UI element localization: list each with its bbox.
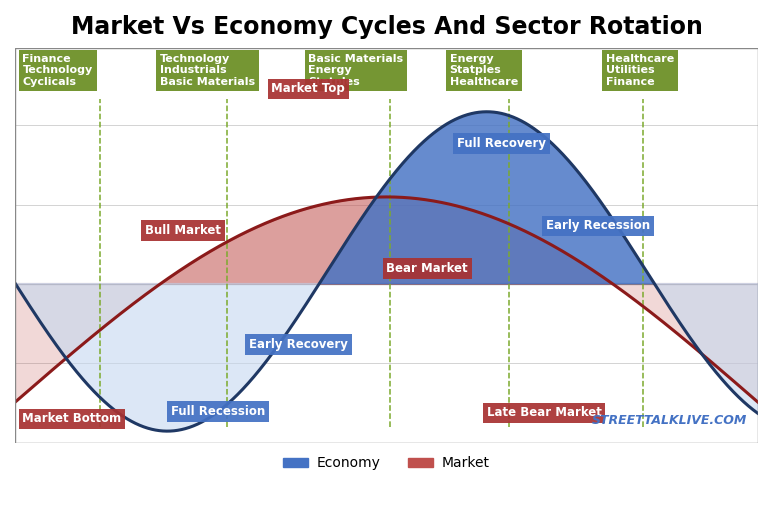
Text: Early Recession: Early Recession [547, 219, 650, 232]
Text: Bull Market: Bull Market [145, 224, 221, 237]
Text: Market Bottom: Market Bottom [22, 413, 121, 426]
Text: Bear Market: Bear Market [386, 262, 468, 275]
Title: Market Vs Economy Cycles And Sector Rotation: Market Vs Economy Cycles And Sector Rota… [70, 15, 703, 39]
Text: STREETTALKLIVE.COM: STREETTALKLIVE.COM [591, 414, 747, 427]
Text: Energy
Statples
Healthcare: Energy Statples Healthcare [450, 54, 518, 87]
Text: Market Top: Market Top [271, 83, 345, 96]
Text: Basic Materials
Energy
Statples: Basic Materials Energy Statples [308, 54, 404, 87]
Text: Full Recession: Full Recession [171, 405, 265, 418]
Text: Finance
Technology
Cyclicals: Finance Technology Cyclicals [22, 54, 93, 87]
Text: Late Bear Market: Late Bear Market [487, 406, 601, 419]
Text: Full Recovery: Full Recovery [457, 137, 546, 150]
Text: Technology
Industrials
Basic Materials: Technology Industrials Basic Materials [160, 54, 255, 87]
Text: Healthcare
Utilities
Finance: Healthcare Utilities Finance [606, 54, 674, 87]
Text: Early Recovery: Early Recovery [249, 338, 348, 351]
Legend: Economy, Market: Economy, Market [278, 451, 495, 476]
